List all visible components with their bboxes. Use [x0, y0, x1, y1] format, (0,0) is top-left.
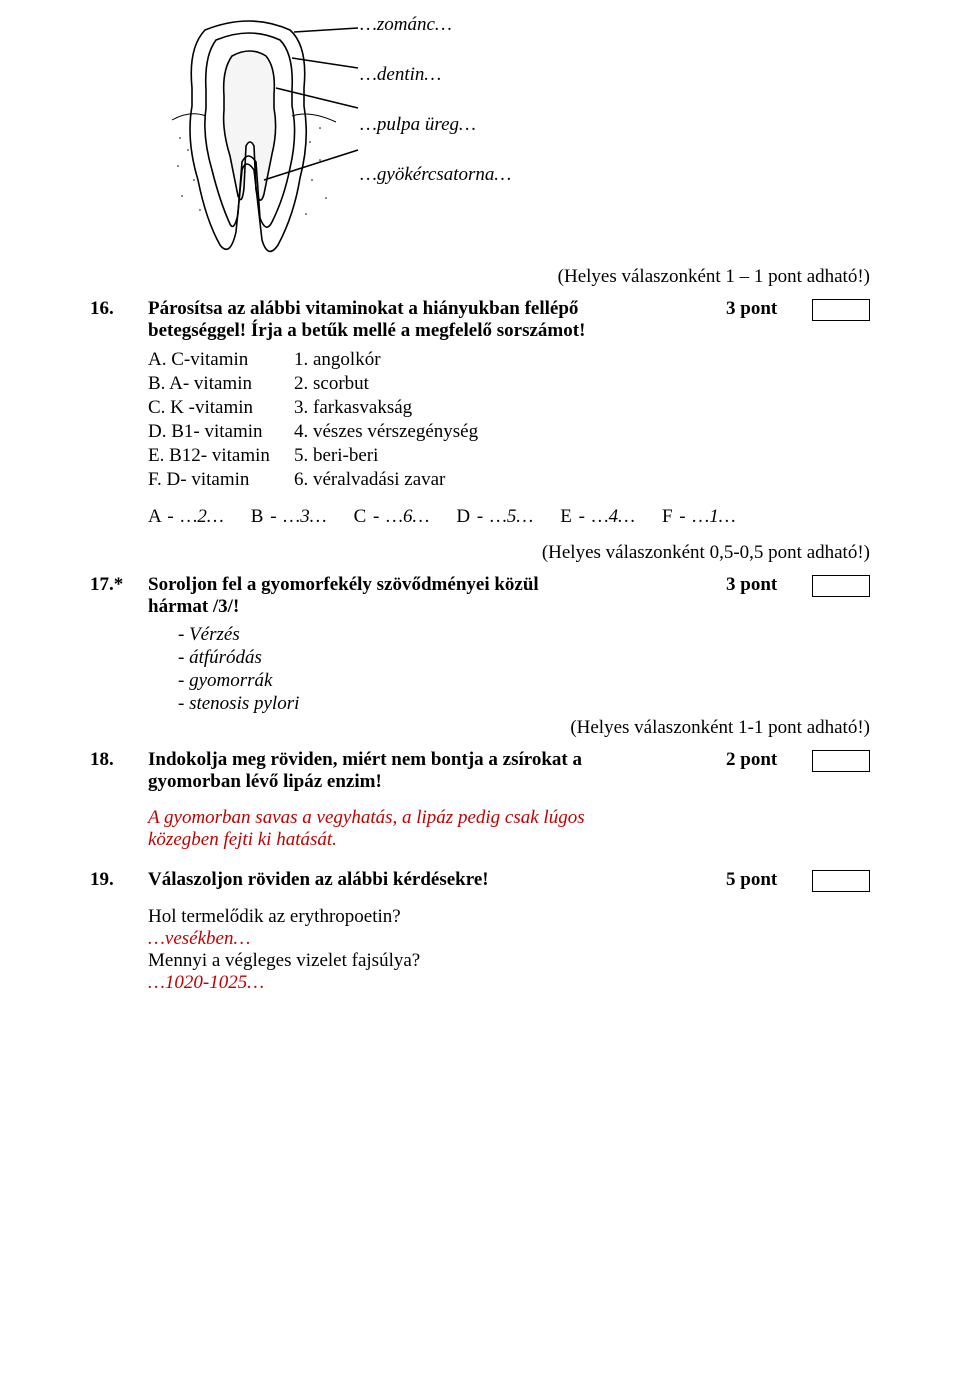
q17-points: 3 pont — [722, 574, 806, 596]
q16-match-B-lbl: B - — [251, 506, 284, 527]
q18-number: 18. — [90, 749, 148, 771]
q18-answer-line1: A gyomorban savas a vegyhatás, a lipáz p… — [148, 807, 585, 828]
scoring-note-3: (Helyes válaszonként 1-1 pont adható!) — [90, 717, 870, 739]
q16-match-E-lbl: E - — [560, 506, 591, 527]
q19-subq2: Mennyi a végleges vizelet fajsúlya? — [148, 950, 870, 972]
q16-match-F-lbl: F - — [662, 506, 692, 527]
q17-title-line1: Soroljon fel a gyomorfekély szövődményei… — [148, 574, 539, 595]
q16-right-c: 3. farkasvakság — [294, 396, 484, 420]
q19-points: 5 pont — [722, 869, 806, 891]
q16-match-C-val: …6… — [386, 506, 429, 527]
tooth-diagram-svg — [160, 10, 380, 260]
q17-answer-2: átfúródás — [178, 647, 870, 669]
q16-title-line2: betegséggel! Írja a betűk mellé a megfel… — [148, 320, 585, 341]
tooth-label-pulpa: …pulpa üreg… — [360, 114, 870, 136]
q16-score-box[interactable] — [812, 299, 870, 321]
q16-right-b: 2. scorbut — [294, 372, 484, 396]
q16-left-d: D. B1- vitamin — [148, 420, 294, 444]
tooth-label-gyokercsatorna: …gyökércsatorna… — [360, 164, 870, 186]
q16-match-B-val: …3… — [283, 506, 326, 527]
q17-score-box[interactable] — [812, 575, 870, 597]
q19-suba2: …1020-1025… — [148, 972, 870, 994]
q18-title-line1: Indokolja meg röviden, miért nem bontja … — [148, 749, 582, 770]
q19-title: Válaszoljon röviden az alábbi kérdésekre… — [148, 869, 489, 890]
q16-match-A-val: …2… — [181, 506, 224, 527]
q16-vitamin-table: A. C-vitamin1. angolkór B. A- vitamin2. … — [148, 348, 484, 492]
tooth-label-zomanc: …zománc… — [360, 14, 870, 36]
q17-answer-4: stenosis pylori — [178, 693, 870, 715]
q19-suba1: …vesékben… — [148, 928, 870, 950]
q16-points: 3 pont — [722, 298, 806, 320]
q16-match-D-val: …5… — [490, 506, 533, 527]
q19-row: 19. Válaszoljon röviden az alábbi kérdés… — [90, 869, 870, 892]
q16-match-E-val: …4… — [592, 506, 635, 527]
q16-left-f: F. D- vitamin — [148, 468, 294, 492]
q16-left-a: A. C-vitamin — [148, 348, 294, 372]
q17-answer-list: Vérzés átfúródás gyomorrák stenosis pylo… — [178, 624, 870, 715]
q16-left-b: B. A- vitamin — [148, 372, 294, 396]
q18-answer: A gyomorban savas a vegyhatás, a lipáz p… — [90, 807, 870, 851]
q16-right-d: 4. vészes vérszegénység — [294, 420, 484, 444]
tooth-label-dentin: …dentin… — [360, 64, 870, 86]
q16-title-line1: Párosítsa az alábbi vitaminokat a hiányu… — [148, 298, 578, 319]
tooth-diagram-block: …zománc… …dentin… …pulpa üreg… …gyökércs… — [90, 0, 870, 260]
q19-score-box[interactable] — [812, 870, 870, 892]
q16-match-A-lbl: A - — [148, 506, 181, 527]
q18-points: 2 pont — [722, 749, 806, 771]
q17-number: 17.* — [90, 574, 148, 596]
q16-match-C-lbl: C - — [354, 506, 387, 527]
q19-number: 19. — [90, 869, 148, 891]
q18-title-line2: gyomorban lévő lipáz enzim! — [148, 771, 382, 792]
q18-score-box[interactable] — [812, 750, 870, 772]
q18-row: 18. Indokolja meg röviden, miért nem bon… — [90, 749, 870, 793]
q16-left-c: C. K -vitamin — [148, 396, 294, 420]
q16-match-F-val: …1… — [692, 506, 735, 527]
q16-left-e: E. B12- vitamin — [148, 444, 294, 468]
q16-match-D-lbl: D - — [456, 506, 490, 527]
q16-right-f: 6. véralvadási zavar — [294, 468, 484, 492]
q19-subq1: Hol termelődik az erythropoetin? — [148, 906, 870, 928]
q17-answer-3: gyomorrák — [178, 670, 870, 692]
q16-right-e: 5. beri-beri — [294, 444, 484, 468]
q17-row: 17.* Soroljon fel a gyomorfekély szövődm… — [90, 574, 870, 618]
q16-right-a: 1. angolkór — [294, 348, 484, 372]
q18-answer-line2: közegben fejti ki hatását. — [148, 829, 337, 850]
q17-title-line2: hármat /3/! — [148, 596, 239, 617]
q16-match-row: A - …2… B - …3… C - …6… D - …5… E - …4… … — [148, 506, 870, 528]
q17-answer-1: Vérzés — [178, 624, 870, 646]
q16-row: 16. Párosítsa az alábbi vitaminokat a hi… — [90, 298, 870, 342]
scoring-note-2: (Helyes válaszonként 0,5-0,5 pont adható… — [90, 542, 870, 564]
q16-number: 16. — [90, 298, 148, 320]
scoring-note-1: (Helyes válaszonként 1 – 1 pont adható!) — [90, 266, 870, 288]
